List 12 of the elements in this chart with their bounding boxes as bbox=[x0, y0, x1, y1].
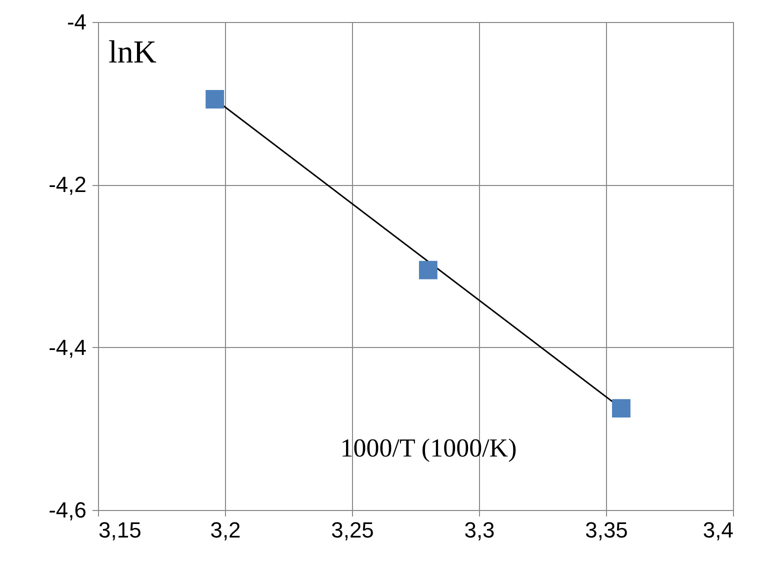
y-tick-label: -4,2 bbox=[48, 172, 86, 198]
y-tick-label: -4,4 bbox=[48, 334, 86, 360]
x-axis-title: 1000/T (1000/K) bbox=[340, 434, 517, 462]
x-tick-label: 3,15 bbox=[98, 518, 142, 542]
y-tick-label: -4 bbox=[66, 10, 86, 34]
y-axis-title: lnK bbox=[108, 34, 156, 70]
x-tick-label: 3,35 bbox=[585, 518, 628, 542]
x-tick-label: 3,3 bbox=[464, 518, 495, 542]
x-tick-label: 3,25 bbox=[331, 518, 374, 542]
x-tick-label: 3,2 bbox=[210, 518, 241, 542]
y-tick-label: -4,6 bbox=[48, 498, 86, 522]
x-tick-label: 3,4 bbox=[702, 518, 734, 542]
